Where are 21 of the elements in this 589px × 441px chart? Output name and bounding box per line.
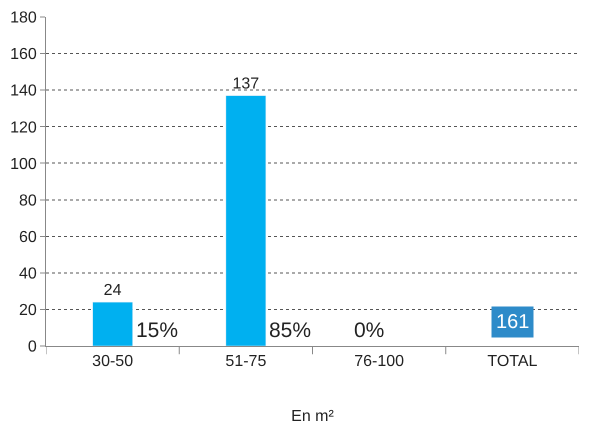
y-tick-label: 0 (28, 338, 37, 356)
x-tick-label: 76-100 (354, 353, 404, 370)
y-tick-label: 120 (10, 119, 37, 136)
y-tick-label: 180 (10, 10, 37, 27)
y-tick-label: 20 (19, 302, 37, 320)
data-label: 24 (104, 282, 122, 300)
annotation: 85% (269, 319, 312, 342)
x-tick-label: TOTAL (487, 353, 538, 370)
x-tick-label: 51-75 (225, 353, 266, 370)
x-axis-title: En m² (291, 408, 335, 425)
annotation: 161 (496, 311, 530, 333)
y-tick-label: 80 (19, 192, 37, 210)
y-tick-label: 100 (10, 156, 37, 173)
y-tick-label: 60 (19, 228, 37, 246)
annotation: 15% (136, 319, 178, 342)
y-tick-label: 140 (10, 82, 37, 100)
y-tick-label: 40 (19, 265, 37, 282)
x-tick-label: 30-50 (92, 353, 134, 370)
annotation: 0% (354, 319, 384, 342)
data-label: 137 (232, 76, 260, 93)
y-tick-label: 160 (10, 46, 37, 64)
